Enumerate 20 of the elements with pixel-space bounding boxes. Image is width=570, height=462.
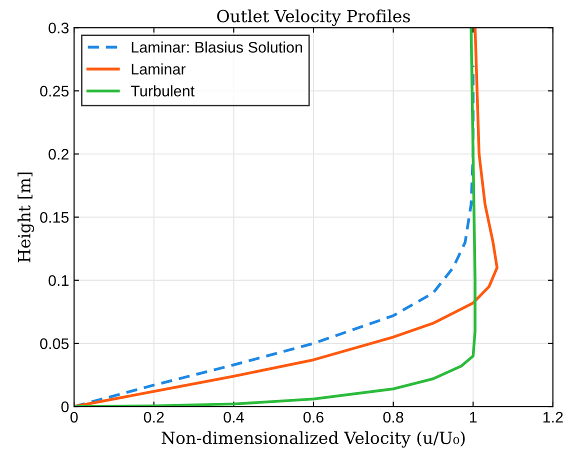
y-tick-label: 0.3 bbox=[48, 22, 69, 34]
y-tick-label: 0.1 bbox=[48, 275, 68, 286]
x-tick-label: 1.2 bbox=[543, 412, 563, 422]
chart-title: Outlet Velocity Profiles bbox=[217, 10, 410, 26]
legend-label: Laminar: Blasius Solution bbox=[132, 41, 302, 53]
x-axis-title: Non-dimensionalized Velocity (u/U₀) bbox=[162, 431, 465, 448]
x-tick-label: 1 bbox=[470, 412, 477, 422]
x-tick-label: 0 bbox=[70, 412, 78, 423]
x-tick-label: 0.6 bbox=[303, 412, 324, 423]
y-tick-label: 0.2 bbox=[48, 148, 68, 160]
y-tick-label: 0 bbox=[61, 401, 69, 412]
x-tick-label: 0.2 bbox=[144, 412, 164, 423]
x-tick-label: 0.4 bbox=[224, 412, 244, 423]
y-axis-title: Height [m] bbox=[18, 172, 34, 262]
legend-label: Turbulent bbox=[130, 85, 194, 96]
legend-label: Laminar bbox=[132, 63, 186, 75]
x-tick-label: 0.8 bbox=[383, 412, 404, 423]
y-tick-label: 0.05 bbox=[40, 338, 69, 350]
y-tick-label: 0.15 bbox=[40, 212, 69, 223]
y-tick-label: 0.25 bbox=[40, 86, 69, 97]
